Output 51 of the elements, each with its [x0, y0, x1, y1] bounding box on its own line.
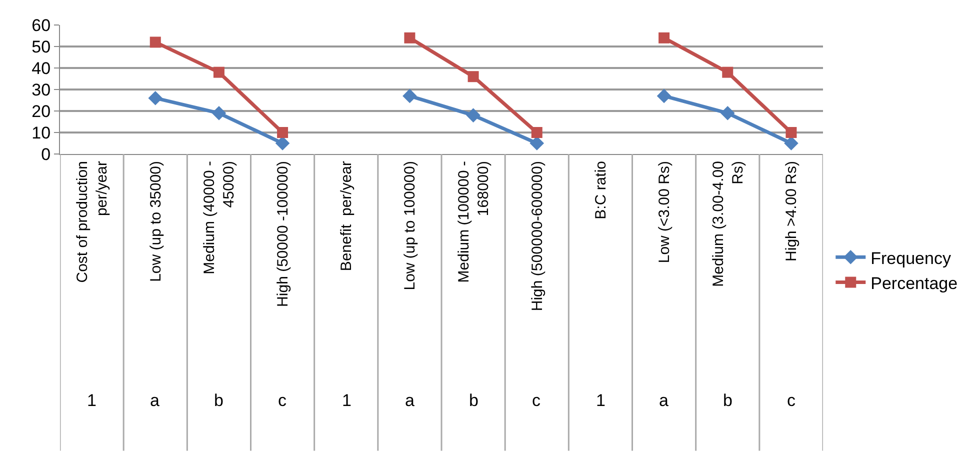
text: c: [532, 391, 541, 410]
point: [530, 136, 544, 150]
point: [468, 71, 479, 82]
x-tick-label: Medium (40000 - 45000): [201, 161, 238, 274]
y-tick-label: 30: [32, 80, 51, 100]
x-tick-label: High (50000 -100000): [274, 161, 292, 307]
point: [466, 108, 480, 122]
text: b: [469, 391, 478, 410]
point: [786, 127, 797, 138]
x-tick-label: High (500000-600000): [528, 161, 546, 312]
text: b: [723, 391, 732, 410]
point: [784, 136, 798, 150]
y-tick-label: 60: [32, 16, 51, 35]
x-tick-label: B:C ratio: [592, 161, 610, 220]
x-tick-label: Low (up to 100000): [402, 161, 419, 290]
legend-label: Percentage: [870, 274, 958, 293]
y-tick-label: 50: [32, 37, 51, 56]
text: c: [278, 391, 287, 410]
point: [277, 127, 288, 138]
point: [213, 66, 224, 78]
point: [720, 106, 735, 120]
text: 1: [342, 391, 352, 410]
point: [404, 32, 416, 44]
x-tick-label: Low (up to 35000): [147, 161, 164, 282]
text: b: [214, 391, 224, 410]
x-tick-label: Low (<3.00 Rs): [656, 161, 673, 264]
text: 1: [596, 391, 606, 410]
text: a: [150, 391, 160, 410]
point: [275, 136, 290, 150]
y-tick-label: 0: [41, 144, 51, 164]
point: [722, 66, 734, 78]
text: a: [405, 391, 415, 410]
point: [402, 88, 417, 104]
x-tick-label: Medium (100000 - 168000): [455, 161, 492, 283]
x-tick-label: High >4.00 Rs): [783, 161, 800, 262]
text: 1: [87, 391, 96, 410]
y-tick-label: 20: [32, 102, 51, 121]
point: [148, 90, 163, 106]
text: c: [787, 391, 796, 410]
point: [658, 32, 670, 44]
x-tick-label: Medium (3.00-4.00 Rs): [710, 160, 746, 287]
y-tick-label: 10: [32, 123, 51, 142]
text: a: [659, 391, 669, 410]
point: [212, 106, 226, 120]
y-tick-label: 40: [32, 58, 51, 78]
x-tick-label: Benefit per/year: [338, 160, 356, 272]
point: [531, 127, 542, 138]
point: [150, 36, 161, 48]
x-tick-label: Cost of production per/year: [74, 161, 110, 283]
point: [656, 88, 672, 104]
legend-label: Frequency: [870, 248, 952, 268]
